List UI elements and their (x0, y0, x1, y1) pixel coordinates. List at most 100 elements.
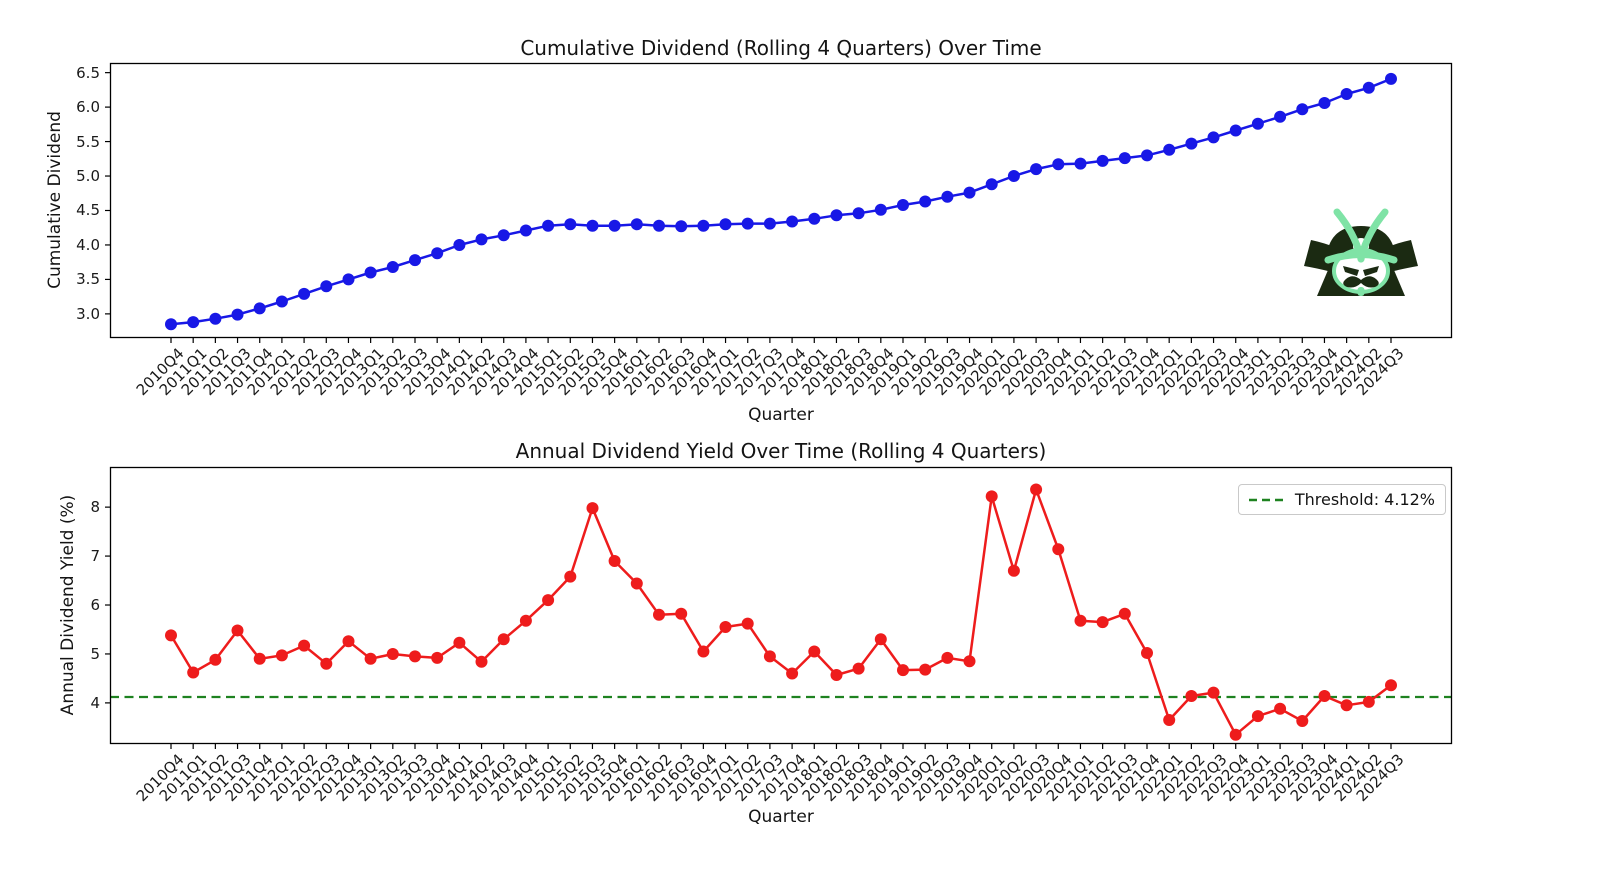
data-point (608, 219, 621, 232)
axes-frame (109, 466, 1453, 745)
data-point (1229, 728, 1242, 741)
data-point (209, 653, 222, 666)
samurai-helmet-logo (1304, 208, 1418, 296)
data-point (1274, 702, 1287, 715)
data-point (586, 502, 599, 515)
data-point (231, 624, 244, 637)
data-point (453, 636, 466, 649)
data-point (675, 607, 688, 620)
data-point (342, 635, 355, 648)
data-point (1274, 110, 1287, 123)
data-point (1074, 614, 1087, 627)
series-line (170, 77, 1392, 326)
data-point (697, 645, 710, 658)
data-point (941, 651, 954, 664)
right-eye (1363, 266, 1379, 276)
data-point (719, 218, 732, 231)
data-point (431, 247, 444, 260)
y-tick-label: 6.0 (76, 98, 100, 117)
data-point (497, 633, 510, 646)
data-point (1096, 616, 1109, 629)
cumulative-dividend-plot (105, 62, 1453, 343)
data-point (431, 651, 444, 664)
chin-strap (1357, 287, 1365, 296)
y-tick-label: 8 (90, 498, 100, 517)
data-point (653, 608, 665, 621)
data-point (1030, 483, 1043, 496)
left-eye (1343, 266, 1359, 276)
data-point (852, 662, 865, 675)
data-point (719, 621, 732, 633)
data-point (475, 233, 488, 246)
data-point (1251, 710, 1264, 723)
data-point (386, 648, 399, 660)
data-point (253, 302, 266, 315)
data-point (874, 203, 887, 216)
data-point (165, 629, 177, 642)
chart1-title: Cumulative Dividend (Rolling 4 Quarters)… (520, 36, 1042, 60)
data-point (542, 219, 555, 232)
data-point (786, 667, 799, 680)
data-point (1207, 131, 1220, 144)
data-point (808, 645, 821, 658)
data-point (697, 219, 710, 232)
data-point (209, 312, 222, 325)
legend-dashed-line-sample (1249, 498, 1285, 501)
y-tick-label: 4 (90, 693, 100, 712)
data-point (874, 633, 887, 646)
data-point (1340, 88, 1353, 100)
data-point (320, 280, 333, 293)
data-point (608, 555, 621, 567)
data-point (897, 664, 909, 677)
chart1-x-axis-label: Quarter (748, 405, 814, 425)
data-point (187, 666, 200, 679)
y-tick-label: 3.0 (76, 304, 100, 323)
data-point (1074, 157, 1087, 170)
data-point (1030, 163, 1043, 176)
y-tick-label: 6.5 (76, 63, 100, 82)
data-point (1296, 103, 1309, 116)
data-point (630, 577, 643, 590)
y-tick-label: 4.0 (76, 235, 100, 254)
data-point (1185, 137, 1198, 150)
data-point (364, 652, 377, 665)
data-point (852, 207, 865, 220)
data-point (1340, 699, 1353, 712)
brow-band (1324, 251, 1398, 264)
data-point (741, 217, 754, 230)
data-point (1052, 158, 1065, 171)
data-point (1185, 690, 1198, 702)
data-point (1251, 117, 1264, 130)
axes-frame (109, 62, 1453, 339)
chart2-x-axis-label: Quarter (748, 807, 814, 827)
data-point (808, 212, 821, 225)
data-point (1118, 152, 1131, 165)
data-point (253, 652, 266, 665)
data-point (275, 295, 288, 308)
data-point (941, 190, 954, 203)
data-point (653, 219, 665, 232)
data-point (919, 195, 932, 208)
y-tick-label: 7 (90, 547, 100, 566)
y-tick-label: 6 (90, 596, 100, 614)
data-point (1207, 686, 1220, 699)
data-point (453, 239, 466, 251)
data-point (519, 614, 532, 627)
data-point (187, 316, 200, 329)
data-point (1296, 715, 1309, 727)
data-point (1007, 564, 1020, 577)
dividend-yield-plot (105, 466, 1453, 749)
data-point (497, 229, 510, 242)
data-point (409, 254, 421, 267)
data-point (675, 220, 688, 233)
data-point (364, 266, 377, 279)
data-point (985, 178, 998, 191)
data-point (586, 219, 599, 232)
data-point (830, 209, 843, 222)
data-point (298, 639, 311, 652)
y-tick-label: 5.0 (76, 167, 100, 186)
data-point (564, 570, 577, 583)
data-point (963, 655, 976, 668)
y-tick-label: 5 (90, 644, 100, 663)
